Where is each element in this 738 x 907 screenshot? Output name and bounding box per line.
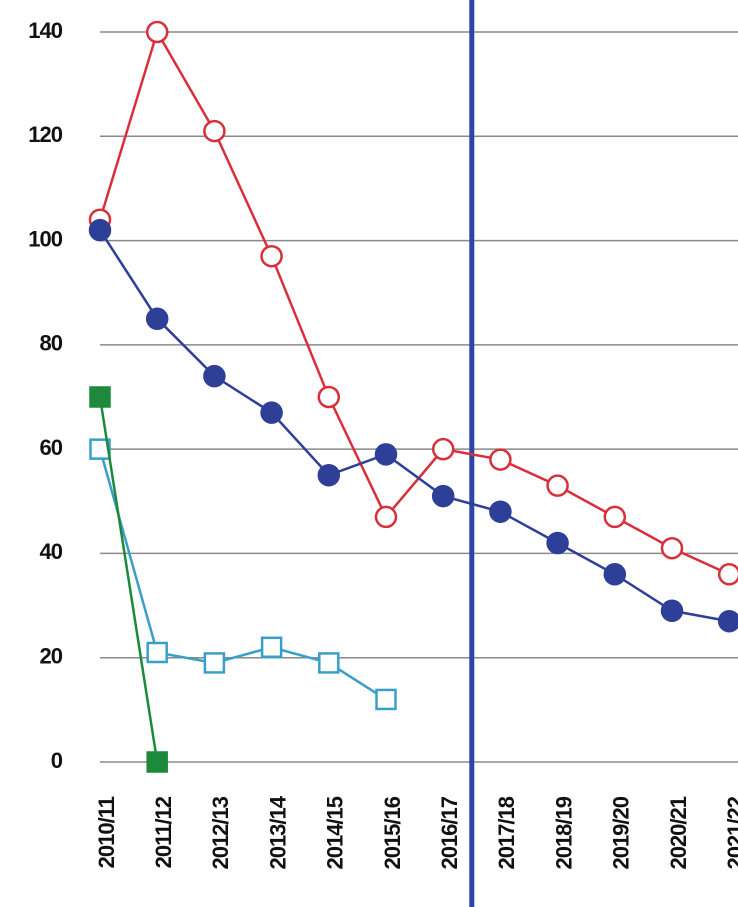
- data-point: [317, 385, 341, 409]
- y-tick-label: 140: [28, 18, 62, 43]
- data-point: [317, 463, 341, 487]
- series-line: [98, 229, 730, 623]
- data-point: [145, 20, 169, 44]
- x-tick-label: 2020/21: [666, 796, 691, 869]
- data-point: [375, 688, 397, 711]
- y-tick-label: 80: [40, 331, 63, 356]
- x-tick-label: 2011/12: [151, 796, 176, 868]
- data-point: [203, 119, 226, 143]
- data-point: [146, 641, 168, 664]
- x-tick-label: 2015/16: [380, 796, 405, 869]
- y-tick-label: 100: [28, 226, 62, 251]
- data-point: [374, 505, 398, 529]
- data-point: [260, 401, 283, 424]
- y-tick-label: 60: [40, 435, 63, 460]
- y-tick-label: 0: [51, 748, 63, 773]
- data-point: [431, 437, 455, 461]
- x-tick-label: 2018/19: [551, 796, 576, 869]
- data-point: [717, 563, 738, 586]
- series-line: [98, 448, 387, 701]
- series-line: [98, 28, 730, 576]
- x-tick-label: 2012/13: [208, 796, 233, 869]
- y-tick-label: 120: [28, 122, 62, 147]
- y-tick-label: 40: [40, 539, 63, 564]
- data-point: [431, 484, 455, 508]
- x-tick-label: 2017/18: [494, 796, 519, 869]
- data-point: [374, 443, 398, 466]
- data-point: [717, 609, 738, 633]
- data-point: [89, 438, 111, 460]
- x-tick-label: 2013/14: [265, 795, 290, 869]
- y-tick-label: 20: [40, 644, 63, 669]
- data-point: [89, 386, 111, 408]
- x-tick-label: 2019/20: [609, 796, 634, 869]
- data-point: [489, 448, 512, 471]
- data-point: [260, 244, 283, 268]
- data-point: [546, 531, 569, 555]
- data-point: [260, 636, 283, 659]
- data-point: [146, 751, 168, 773]
- series-line: [98, 396, 159, 763]
- data-point: [203, 364, 226, 388]
- data-point: [318, 652, 340, 674]
- x-tick-label: 2016/17: [437, 796, 462, 869]
- x-tick-label: 2014/15: [323, 796, 348, 869]
- data-point: [546, 474, 569, 497]
- data-point: [145, 307, 169, 331]
- data-point: [660, 599, 684, 623]
- data-point: [603, 505, 627, 529]
- data-point: [603, 563, 627, 586]
- data-point: [203, 652, 226, 674]
- data-point: [660, 536, 684, 560]
- data-point: [88, 218, 112, 242]
- x-tick-label: 2021/22: [723, 796, 738, 869]
- x-tick-label: 2010/11: [94, 796, 119, 868]
- data-point: [489, 500, 512, 523]
